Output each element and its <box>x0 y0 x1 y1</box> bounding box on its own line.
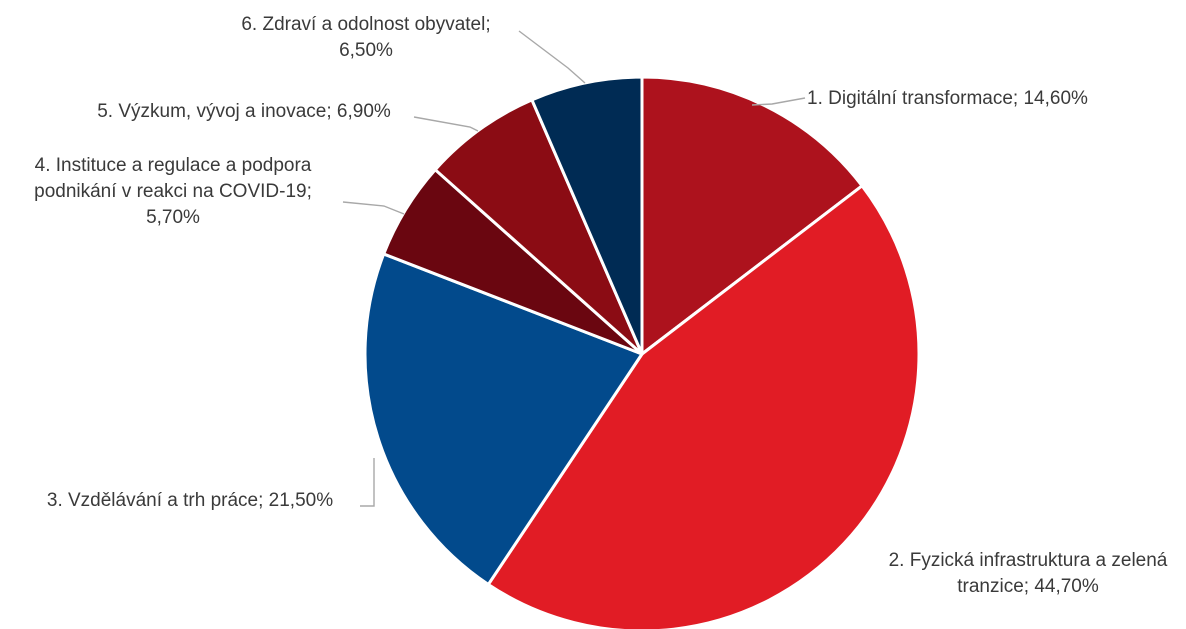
leader-line-6 <box>518 30 586 84</box>
pie-slice-6 <box>530 75 644 356</box>
data-labels: 1. Digitální transformace; 14,60% 2. Fyzi… <box>34 14 1168 597</box>
data-label-6: 6. Zdraví a odolnost obyvatel; 6,50% <box>241 14 490 61</box>
leader-line-1 <box>751 97 806 106</box>
leader-line-3 <box>360 458 375 507</box>
leader-line-5 <box>413 116 479 132</box>
data-label-5: 5. Výzkum, vývoj a inovace; 6,90% <box>97 101 391 122</box>
pie-slice-3 <box>363 252 644 586</box>
data-label-1: 1. Digitální transformace; 14,60% <box>807 88 1088 109</box>
pie-slice-1 <box>640 75 864 356</box>
pie-slices <box>363 75 921 629</box>
pie-slice-5 <box>433 98 644 356</box>
leader-lines <box>342 30 806 507</box>
data-label-4: 4. Instituce a regulace a podpora podniká… <box>34 155 312 228</box>
data-label-2: 2. Fyzická infrastruktura a zelená tranzi… <box>889 550 1168 597</box>
leader-line-4 <box>342 201 405 215</box>
pie-slice-2 <box>486 184 921 629</box>
data-label-3: 3. Vzdělávání a trh práce; 21,50% <box>47 490 333 511</box>
